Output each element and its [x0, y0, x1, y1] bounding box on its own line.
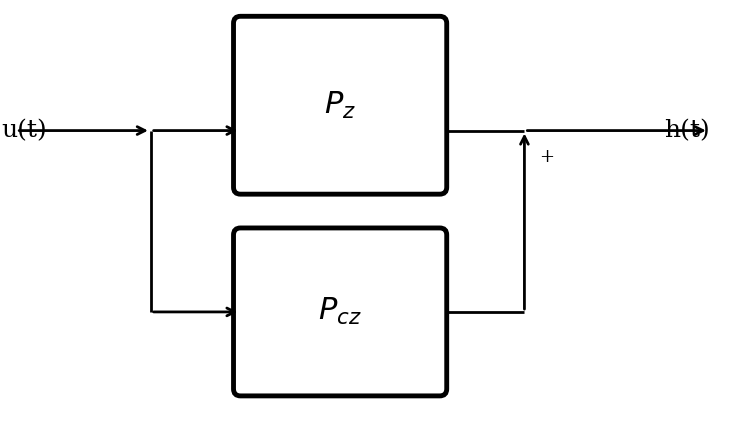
FancyBboxPatch shape: [233, 228, 447, 396]
FancyBboxPatch shape: [233, 16, 447, 194]
Text: $P_{cz}$: $P_{cz}$: [318, 297, 362, 328]
Text: u(t): u(t): [1, 119, 47, 142]
Text: $P_z$: $P_z$: [324, 90, 356, 121]
Text: h(t): h(t): [664, 119, 710, 142]
Text: +: +: [539, 149, 554, 166]
